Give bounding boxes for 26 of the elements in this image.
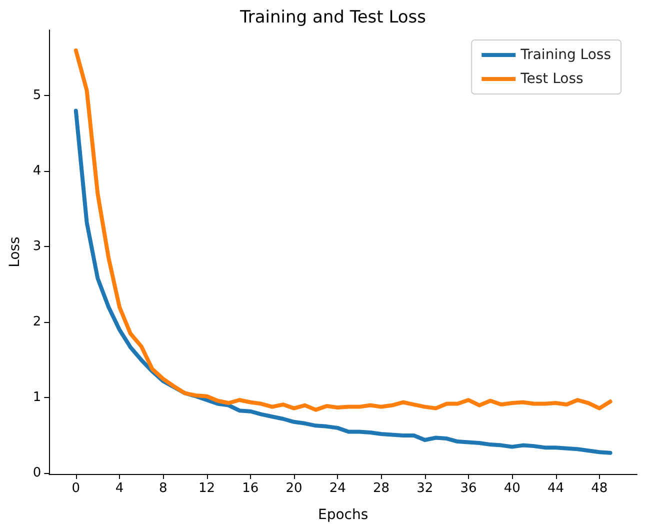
x-tick-label: 0 — [72, 481, 80, 496]
y-tick-label: 0 — [32, 466, 42, 481]
legend-label: Test Loss — [520, 71, 584, 87]
x-tick-label: 4 — [115, 481, 124, 496]
y-tick-label: 1 — [32, 390, 42, 406]
x-axis-title: Epochs — [318, 507, 368, 523]
y-tick-label: 2 — [32, 314, 42, 330]
x-tick-label: 16 — [242, 481, 259, 496]
legend-label: Training Loss — [520, 47, 612, 63]
x-tick-label: 12 — [198, 481, 216, 496]
y-tick-label: 4 — [32, 164, 42, 179]
x-tick-label: 32 — [416, 481, 434, 496]
x-tick-label: 48 — [591, 481, 608, 496]
line-series — [74, 48, 612, 412]
y-axis-title: Loss — [7, 236, 23, 268]
x-tick-label: 40 — [504, 481, 520, 496]
line-series — [74, 108, 612, 455]
x-tick-label: 28 — [372, 481, 390, 496]
y-tick-label: 3 — [32, 239, 42, 254]
x-tick-label: 8 — [158, 481, 168, 496]
x-tick-label: 24 — [329, 481, 346, 496]
x-tick-label: 44 — [547, 481, 564, 496]
x-tick-label: 36 — [460, 481, 477, 496]
chart-title: Training and Test Loss — [238, 8, 426, 28]
x-tick-label: 20 — [286, 481, 302, 496]
y-tick-label: 5 — [32, 88, 42, 104]
